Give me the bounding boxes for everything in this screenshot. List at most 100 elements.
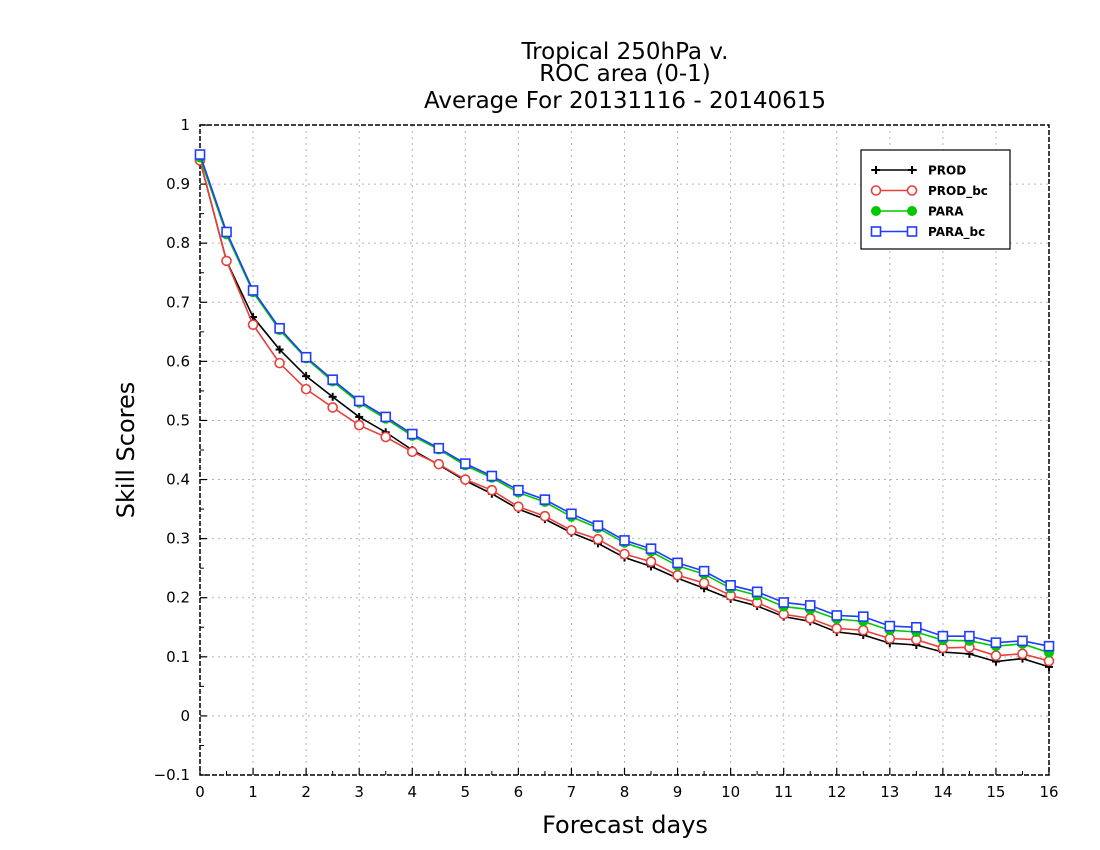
- data-point: [328, 392, 337, 401]
- data-point: [327, 374, 338, 385]
- legend-marker-end: [906, 226, 918, 237]
- data-point: [460, 474, 471, 485]
- legend-marker-start: [870, 226, 882, 237]
- data-point: [566, 525, 577, 536]
- y-tick-label: 0.7: [166, 293, 190, 311]
- data-point: [1043, 640, 1055, 652]
- legend-label: PROD_bc: [928, 184, 988, 199]
- series-para-bc: [194, 149, 1055, 652]
- data-point: [857, 624, 869, 636]
- x-tick-label: 15: [986, 783, 1005, 801]
- y-tick-label: 1: [180, 116, 190, 134]
- data-point: [380, 431, 392, 443]
- legend-marker-end: [908, 166, 916, 174]
- legend-marker-start: [870, 185, 882, 196]
- data-point: [1043, 655, 1055, 667]
- data-point: [619, 548, 630, 560]
- data-point: [884, 620, 896, 632]
- y-tick-label: 0.2: [166, 589, 190, 607]
- legend-marker-start: [871, 206, 881, 216]
- data-point: [698, 577, 710, 589]
- y-tick-label: −0.1: [154, 766, 190, 784]
- x-tick-label: 3: [354, 783, 364, 801]
- y-tick-label: 0.4: [166, 471, 190, 489]
- data-point: [964, 630, 975, 642]
- axis-ticks: 0 1 2 3 4 5 6 7 8 9 10 11 12 13 14 15 16−0.100.10.20.30.…: [154, 116, 1059, 801]
- data-point: [486, 484, 498, 496]
- data-point: [645, 556, 657, 567]
- x-tick-label: 16: [1039, 783, 1058, 801]
- data-point: [247, 285, 259, 296]
- legend-label: PARA: [928, 205, 964, 219]
- x-tick-label: 4: [407, 783, 417, 801]
- chart-title-line-3: Average For 20131116 - 20140615: [424, 88, 826, 114]
- data-point: [300, 383, 312, 395]
- y-axis-title: Skill Scores: [112, 382, 140, 519]
- x-axis-title: Forecast days: [542, 811, 708, 839]
- data-point: [355, 412, 364, 421]
- data-point: [486, 470, 498, 482]
- data-point: [539, 510, 551, 522]
- data-point: [433, 458, 445, 470]
- legend-label: PARA_bc: [928, 225, 985, 240]
- y-tick-label: 0.8: [166, 234, 190, 252]
- data-point: [406, 446, 418, 458]
- data-point: [353, 395, 365, 407]
- series-layer: [194, 149, 1055, 671]
- data-point: [221, 255, 232, 267]
- y-tick-label: 0.6: [166, 352, 190, 370]
- data-point: [751, 586, 763, 598]
- data-point: [831, 610, 843, 621]
- data-point: [539, 494, 551, 505]
- data-point: [275, 345, 284, 354]
- data-point: [1017, 648, 1028, 660]
- legend-item: PARA: [871, 205, 964, 219]
- data-point: [778, 597, 789, 608]
- chart-title-line-1: Tropical 250hPa v.: [521, 39, 729, 65]
- data-point: [274, 357, 285, 369]
- data-point: [592, 533, 604, 545]
- data-point: [804, 600, 816, 611]
- x-tick-label: 10: [721, 783, 740, 801]
- series-prod-bc: [194, 155, 1055, 667]
- legend-label: PROD: [928, 164, 966, 178]
- y-tick-label: 0.5: [166, 411, 190, 429]
- data-point: [1017, 635, 1028, 647]
- data-point: [302, 372, 311, 381]
- y-tick-label: 0.1: [166, 648, 190, 666]
- x-tick-label: 13: [880, 783, 899, 801]
- x-tick-label: 9: [673, 783, 683, 801]
- legend-marker-end: [907, 206, 917, 216]
- y-tick-label: 0.9: [166, 175, 190, 193]
- legend-item: PARA_bc: [870, 225, 985, 240]
- x-tick-label: 1: [248, 783, 258, 801]
- data-point: [645, 543, 657, 554]
- x-tick-label: 0: [195, 783, 205, 801]
- data-point: [831, 623, 843, 634]
- data-point: [857, 611, 869, 622]
- data-point: [300, 351, 312, 363]
- x-tick-label: 12: [827, 783, 846, 801]
- data-point: [698, 565, 710, 577]
- data-point: [725, 580, 736, 591]
- x-tick-label: 11: [774, 783, 793, 801]
- x-tick-label: 6: [514, 783, 524, 801]
- legend-box: [860, 149, 1011, 250]
- x-tick-label: 7: [567, 783, 577, 801]
- legend-item: PROD_bc: [870, 184, 988, 199]
- data-point: [380, 411, 392, 423]
- data-point: [619, 535, 630, 546]
- data-point: [990, 650, 1002, 661]
- data-point: [884, 633, 896, 644]
- grid-lines: [200, 125, 1049, 775]
- legend: PROD PROD_bc PARA PARA_bc: [860, 149, 1011, 250]
- data-point: [513, 501, 524, 513]
- data-point: [911, 621, 922, 633]
- chart-title-line-2: ROC area (0-1): [539, 61, 711, 87]
- x-tick-label: 5: [461, 783, 471, 801]
- data-point: [194, 149, 206, 160]
- data-point: [566, 508, 577, 520]
- data-point: [937, 630, 949, 642]
- data-point: [460, 458, 471, 469]
- x-tick-label: 2: [301, 783, 311, 801]
